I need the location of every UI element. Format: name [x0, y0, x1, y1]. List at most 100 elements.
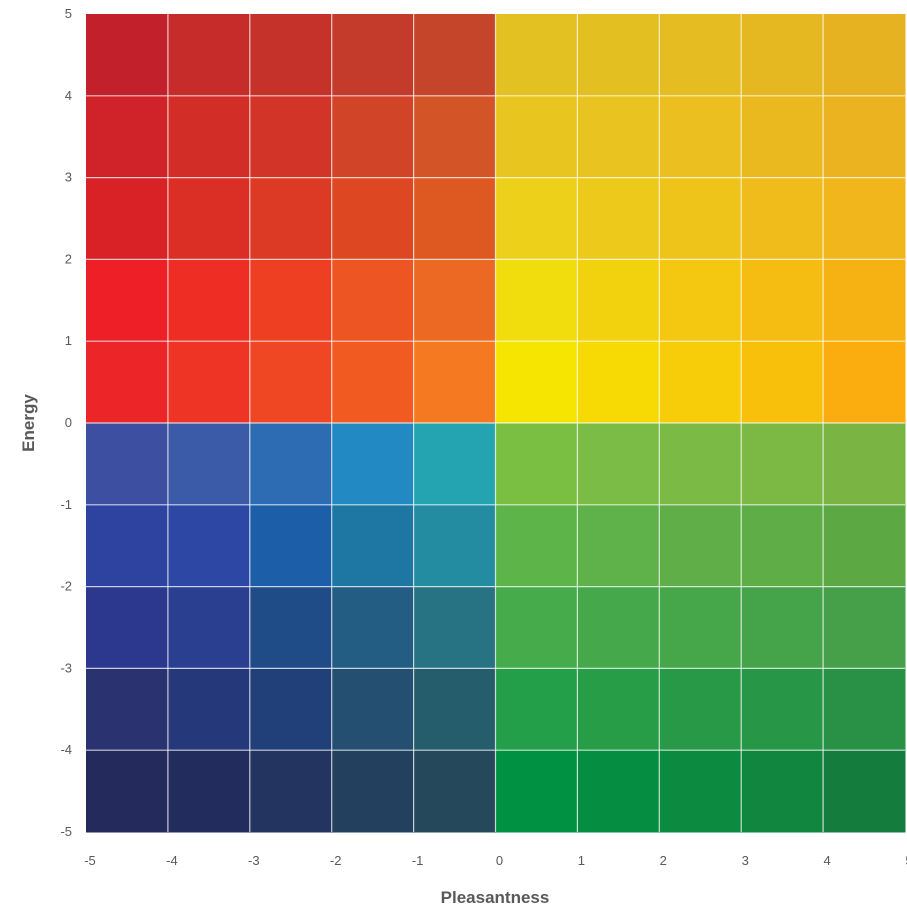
x-tick-label: 0	[496, 853, 503, 868]
heatmap-cell	[86, 423, 169, 506]
heatmap-cell	[495, 423, 578, 506]
heatmap-cell	[659, 341, 742, 424]
x-tick-label: 3	[742, 853, 749, 868]
heatmap-cell	[659, 259, 742, 342]
heatmap-cell	[577, 95, 660, 179]
heatmap-cell	[413, 341, 496, 424]
y-tick-label: -1	[60, 497, 72, 512]
y-tick-label: 2	[65, 251, 72, 266]
x-tick-label: 4	[823, 853, 830, 868]
heatmap-cell	[249, 177, 333, 260]
x-axis-label: Pleasantness	[441, 888, 550, 906]
heatmap-cell	[331, 586, 415, 669]
heatmap-cell	[577, 259, 660, 342]
heatmap-cell	[167, 14, 251, 97]
heatmap-cell	[577, 586, 660, 669]
heatmap-cell	[167, 423, 251, 506]
heatmap-cell	[249, 14, 333, 97]
x-tick-label: 2	[660, 853, 667, 868]
heatmap-cell	[86, 586, 169, 669]
heatmap-cell	[167, 750, 251, 833]
heatmap-cell	[577, 14, 660, 97]
heatmap-cell	[823, 750, 906, 833]
heatmap-cell	[659, 14, 742, 97]
heatmap-cell	[659, 423, 742, 506]
heatmap-cell	[331, 504, 415, 588]
heatmap-cell	[577, 423, 660, 506]
heatmap-cell	[659, 586, 742, 669]
heatmap-cell	[249, 586, 333, 669]
grid-layer	[86, 14, 905, 832]
heatmap-cell	[495, 259, 578, 342]
heatmap-cell	[741, 668, 824, 751]
y-tick-label: -4	[60, 742, 72, 757]
x-tick-label: 1	[578, 853, 585, 868]
heatmap-cell	[741, 750, 824, 833]
heatmap-cell	[659, 95, 742, 179]
heatmap-cell	[331, 668, 415, 751]
heatmap-cell	[86, 341, 169, 424]
heatmap-cell	[823, 177, 906, 260]
heatmap-cell	[167, 341, 251, 424]
heatmap-cell	[86, 14, 169, 97]
heatmap-cell	[167, 177, 251, 260]
y-tick-label: 3	[65, 170, 72, 185]
heatmap-cell	[413, 423, 496, 506]
heatmap-cell	[741, 586, 824, 669]
cells-layer	[86, 14, 906, 833]
y-tick-label: 5	[65, 6, 72, 21]
heatmap-cell	[167, 504, 251, 588]
y-tick-label: -2	[60, 579, 72, 594]
heatmap-cell	[249, 668, 333, 751]
heatmap-cell	[413, 586, 496, 669]
heatmap-cell	[495, 586, 578, 669]
heatmap-cell	[823, 14, 906, 97]
heatmap-cell	[823, 259, 906, 342]
heatmap-cell	[331, 750, 415, 833]
heatmap-cell	[823, 668, 906, 751]
heatmap-cell	[86, 504, 169, 588]
heatmap-cell	[823, 341, 906, 424]
heatmap-cell	[249, 504, 333, 588]
heatmap-cell	[823, 95, 906, 179]
x-tick-labels: -5 -4 -3 -2 -1 0 1 2 3 4 5	[84, 853, 907, 868]
x-tick-label: -5	[84, 853, 96, 868]
heatmap-cell	[167, 668, 251, 751]
heatmap-cell	[577, 668, 660, 751]
heatmap-cell	[86, 750, 169, 833]
heatmap-cell	[86, 259, 169, 342]
heatmap-cell	[331, 177, 415, 260]
y-tick-label: 1	[65, 333, 72, 348]
x-tick-label: -2	[330, 853, 342, 868]
heatmap-cell	[249, 259, 333, 342]
heatmap-cell	[331, 14, 415, 97]
heatmap-cell	[577, 504, 660, 588]
heatmap-cell	[86, 177, 169, 260]
heatmap-cell	[331, 423, 415, 506]
heatmap-cell	[823, 504, 906, 588]
heatmap-cell	[331, 341, 415, 424]
heatmap-cell	[659, 177, 742, 260]
heatmap-cell	[413, 95, 496, 179]
heatmap-cell	[413, 504, 496, 588]
x-tick-label: 5	[905, 853, 907, 868]
heatmap-cell	[741, 95, 824, 179]
heatmap-cell	[413, 750, 496, 833]
heatmap-cell	[741, 423, 824, 506]
heatmap-cell	[741, 177, 824, 260]
heatmap-cell	[495, 177, 578, 260]
heatmap-cell	[413, 668, 496, 751]
heatmap-cell	[331, 259, 415, 342]
heatmap-cell	[823, 586, 906, 669]
heatmap-cell	[413, 177, 496, 260]
y-axis-label: Energy	[19, 394, 38, 452]
heatmap-cell	[741, 504, 824, 588]
heatmap-cell	[86, 95, 169, 179]
heatmap-cell	[577, 341, 660, 424]
heatmap-cell	[167, 586, 251, 669]
heatmap-cell	[659, 504, 742, 588]
x-tick-label: -3	[248, 853, 260, 868]
heatmap-cell	[741, 341, 824, 424]
